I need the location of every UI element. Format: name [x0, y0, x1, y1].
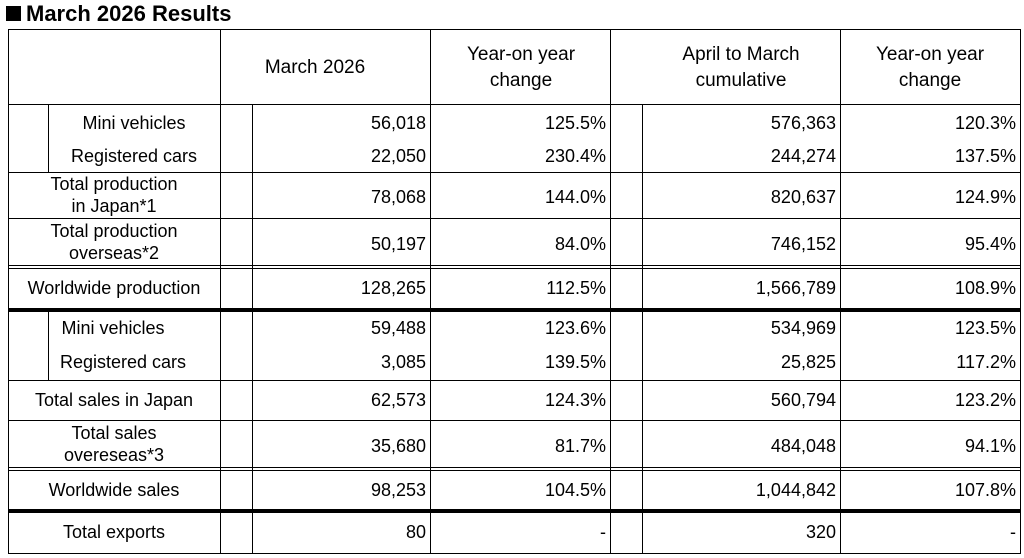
- table-cell: 35,680: [370, 436, 426, 456]
- grid-line: [430, 29, 431, 554]
- row-label: Mini vehicles: [61, 318, 165, 338]
- table-cell: 123.5%: [954, 318, 1016, 338]
- row-label: in Japan*1: [71, 196, 157, 216]
- row-label: Total sales in Japan: [34, 390, 194, 410]
- header-yoy-2-line1: Year-on year: [875, 44, 985, 65]
- table-cell: 25,825: [780, 352, 836, 372]
- grid-line: [840, 29, 841, 554]
- grid-line: [642, 105, 643, 553]
- grid-line: [8, 218, 1020, 219]
- grid-line: [8, 420, 1020, 421]
- table-cell: 139.5%: [544, 352, 606, 372]
- table-cell: 320: [805, 522, 836, 542]
- table-cell: 62,573: [370, 390, 426, 410]
- row-label: Registered cars: [70, 146, 198, 166]
- grid-line: [8, 268, 1020, 269]
- grid-line: [8, 380, 1020, 381]
- table-cell: -: [600, 522, 606, 542]
- grid-line: [8, 265, 1020, 266]
- header-yoy-1-line1: Year-on year: [466, 44, 576, 65]
- table-border-left: [8, 29, 9, 554]
- table-cell: 124.9%: [954, 187, 1016, 207]
- table-cell: 230.4%: [544, 146, 606, 166]
- row-label: Total sales: [71, 423, 157, 443]
- table-cell: 244,274: [770, 146, 836, 166]
- grid-line: [8, 172, 1020, 173]
- grid-line: [8, 470, 1020, 471]
- table-cell: 117.2%: [956, 352, 1016, 372]
- table-cell: 104.5%: [544, 480, 606, 500]
- grid-line: [252, 105, 253, 553]
- row-label: overeseas*3: [63, 445, 165, 465]
- table-cell: 50,197: [370, 234, 426, 254]
- grid-line: [8, 467, 1020, 468]
- table-cell: 94.1%: [964, 436, 1016, 456]
- row-label: overseas*2: [68, 243, 160, 263]
- table-cell: 820,637: [770, 187, 836, 207]
- table-cell: 124.3%: [544, 390, 606, 410]
- grid-line: [48, 104, 49, 172]
- grid-line: [610, 29, 611, 554]
- title-text: March 2026 Results: [26, 1, 232, 26]
- grid-line: [220, 29, 221, 554]
- table-cell: 78,068: [370, 187, 426, 207]
- row-label: Total exports: [62, 522, 166, 542]
- row-label: Worldwide production: [27, 278, 201, 298]
- table-cell: 1,044,842: [755, 480, 836, 500]
- grid-line: [8, 509, 1020, 513]
- table-cell: 84.0%: [554, 234, 606, 254]
- grid-line: [8, 104, 1021, 105]
- table-cell: 560,794: [770, 390, 836, 410]
- header-yoy-2-line2: change: [898, 70, 962, 91]
- table-cell: 108.9%: [954, 278, 1016, 298]
- table-cell: 1,566,789: [755, 278, 836, 298]
- row-label: Mini vehicles: [82, 113, 186, 133]
- page-title: March 2026 Results: [6, 1, 231, 27]
- table-cell: 56,018: [370, 113, 426, 133]
- row-label: Registered cars: [59, 352, 187, 372]
- table-cell: 144.0%: [544, 187, 606, 207]
- row-label: Worldwide sales: [48, 480, 180, 500]
- table-cell: 125.5%: [544, 113, 606, 133]
- header-march-2026: March 2026: [264, 57, 366, 78]
- header-yoy-1-line2: change: [489, 70, 553, 91]
- table-cell: -: [1010, 522, 1016, 542]
- table-cell: 123.2%: [954, 390, 1016, 410]
- table-border-bottom: [8, 553, 1021, 554]
- table-cell: 98,253: [370, 480, 426, 500]
- grid-line: [8, 308, 1020, 312]
- table-cell: 107.8%: [954, 480, 1016, 500]
- table-cell: 137.5%: [954, 146, 1016, 166]
- table-cell: 95.4%: [964, 234, 1016, 254]
- grid-line: [48, 312, 49, 380]
- table-cell: 128,265: [360, 278, 426, 298]
- table-cell: 746,152: [770, 234, 836, 254]
- square-bullet-icon: [6, 6, 21, 21]
- table-cell: 22,050: [370, 146, 426, 166]
- table-cell: 81.7%: [554, 436, 606, 456]
- header-cumulative-line1: April to March: [682, 44, 800, 65]
- table-cell: 120.3%: [954, 113, 1016, 133]
- table-cell: 576,363: [770, 113, 836, 133]
- table-border-right: [1020, 29, 1021, 554]
- table-cell: 80: [405, 522, 426, 542]
- table-cell: 112.5%: [546, 278, 606, 298]
- table-cell: 123.6%: [544, 318, 606, 338]
- table-cell: 534,969: [770, 318, 836, 338]
- table-border-top: [8, 29, 1021, 30]
- header-cumulative-line2: cumulative: [695, 70, 787, 91]
- row-label: Total production: [50, 221, 178, 241]
- table-cell: 484,048: [770, 436, 836, 456]
- row-label: Total production: [50, 174, 178, 194]
- table-cell: 59,488: [370, 318, 426, 338]
- table-cell: 3,085: [380, 352, 426, 372]
